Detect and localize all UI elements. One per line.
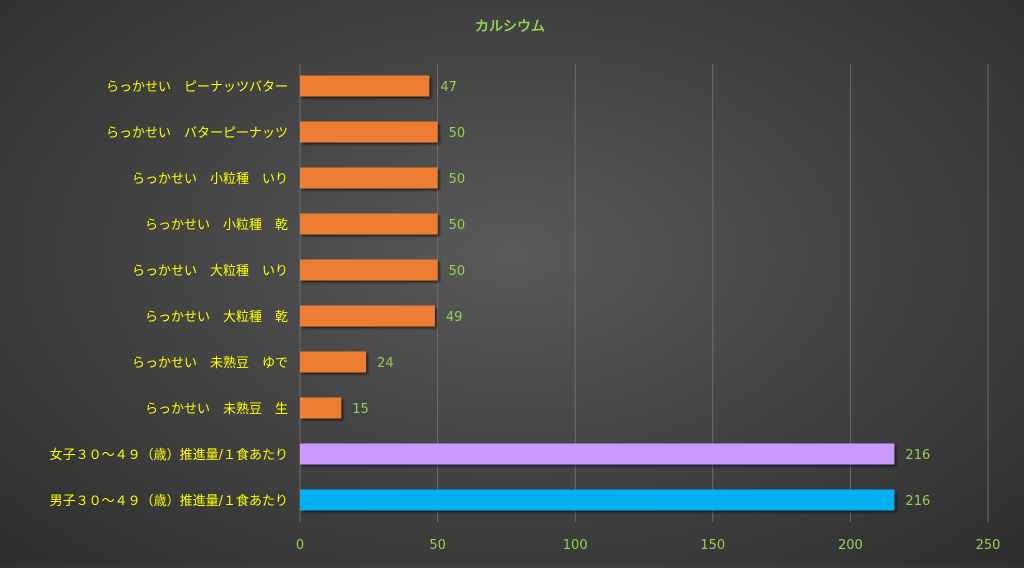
value-label: 50 [449, 218, 466, 233]
bar [300, 167, 438, 189]
x-tick-label: 100 [563, 538, 588, 553]
category-label: らっかせい 小粒種 いり [132, 171, 288, 187]
value-label: 50 [449, 264, 466, 279]
value-label: 216 [905, 448, 930, 463]
category-label: らっかせい 大粒種 いり [132, 263, 288, 279]
value-label: 47 [440, 80, 457, 95]
bar [300, 213, 438, 235]
category-label: らっかせい バターピーナッツ [106, 126, 288, 141]
category-label: らっかせい 未熟豆 生 [145, 401, 288, 417]
value-label: 50 [449, 126, 466, 141]
value-label: 24 [377, 356, 394, 371]
x-tick-label: 200 [838, 538, 863, 553]
category-label: 男子３０～４９（歳）推進量/１食あたり [50, 493, 288, 509]
x-tick-label: 250 [976, 538, 1001, 553]
value-label: 50 [449, 172, 466, 187]
category-label: らっかせい 大粒種 乾 [145, 309, 288, 325]
bar [300, 305, 435, 327]
x-tick-label: 150 [700, 538, 725, 553]
chart-title: カルシウム [475, 19, 545, 35]
bars [300, 75, 895, 511]
bar [300, 259, 438, 281]
x-axis-tick-labels: 0 50 100 150 200 250 [296, 538, 1001, 553]
category-label: らっかせい 未熟豆 ゆで [132, 355, 288, 371]
bar [300, 75, 430, 97]
value-label: 49 [446, 310, 463, 325]
bar [300, 121, 438, 143]
category-label: らっかせい ピーナッツバター [106, 80, 288, 95]
bar [300, 351, 367, 373]
value-labels: 47 50 50 50 50 49 24 15 216 216 [352, 80, 930, 509]
value-label: 15 [352, 402, 369, 417]
bar [300, 489, 895, 511]
x-tick-label: 0 [296, 538, 304, 553]
x-tick-label: 50 [429, 538, 446, 553]
bar [300, 397, 342, 419]
value-label: 216 [905, 494, 930, 509]
category-label: 女子３０～４９（歳）推進量/１食あたり [50, 447, 288, 463]
bar [300, 443, 895, 465]
category-label: らっかせい 小粒種 乾 [145, 217, 288, 233]
